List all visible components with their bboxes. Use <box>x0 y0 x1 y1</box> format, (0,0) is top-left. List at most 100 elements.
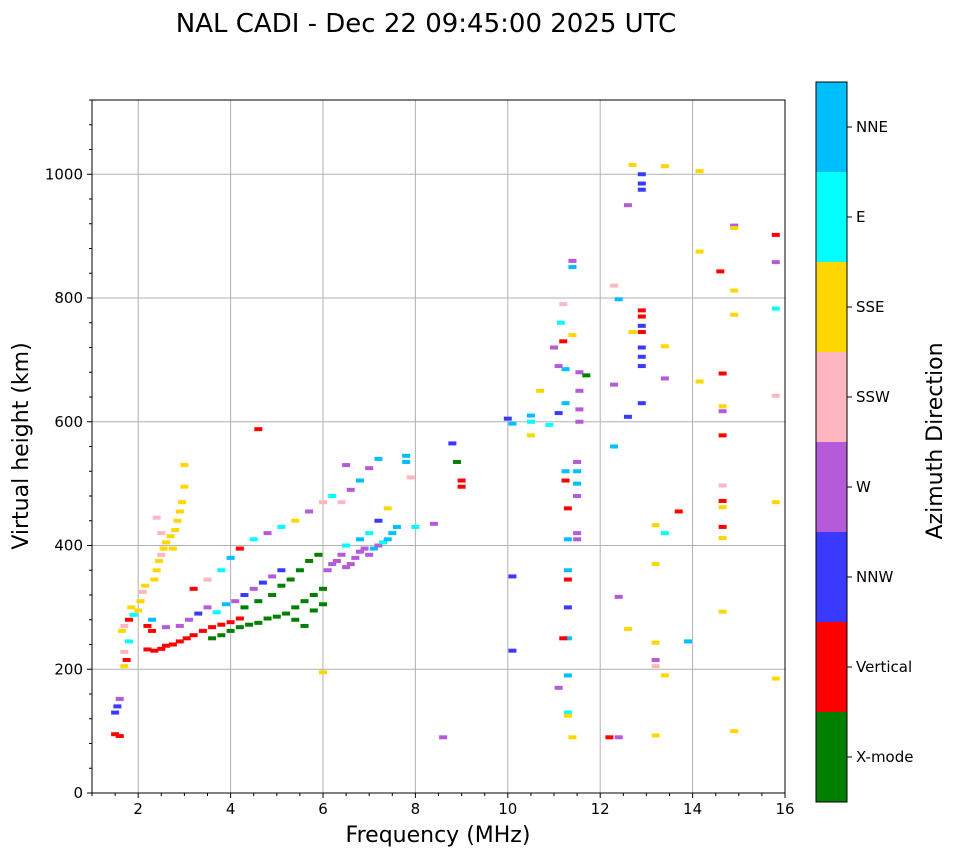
echo-point-vertical <box>605 735 614 740</box>
echo-point-sse <box>150 577 159 582</box>
echo-point-sse <box>651 733 660 738</box>
x-axis-label: Frequency (MHz) <box>346 823 531 848</box>
echo-point-w <box>575 388 584 393</box>
colorbar-segment <box>816 172 847 262</box>
echo-point-nne <box>563 537 572 542</box>
echo-point-sse <box>319 670 327 675</box>
echo-point-w <box>573 531 582 536</box>
echo-point-nnw <box>554 411 563 416</box>
echo-point-w <box>175 623 184 628</box>
echo-point-vertical <box>189 586 198 591</box>
echo-point-e <box>249 537 258 542</box>
echo-point-sse <box>651 523 660 528</box>
data-points <box>111 162 780 740</box>
colorbar-segment <box>816 712 847 802</box>
echo-point-sse <box>718 404 727 409</box>
echo-point-sse <box>651 562 660 567</box>
echo-point-w <box>305 509 314 514</box>
echo-point-x-mode <box>300 599 309 604</box>
echo-point-nnw <box>623 414 632 419</box>
colorbar-segment <box>816 352 847 442</box>
echo-point-sse <box>771 500 780 505</box>
y-tick-label: 1000 <box>45 165 83 183</box>
echo-point-sse <box>660 673 669 678</box>
echo-point-nnw <box>240 593 249 597</box>
colorbar-frame <box>815 81 848 803</box>
echo-point-x-mode <box>314 552 323 557</box>
echo-point-ssw <box>406 475 415 480</box>
echo-point-sse <box>730 288 739 293</box>
colorbar-title: Azimuth Direction <box>923 342 948 539</box>
echo-point-x-mode <box>277 583 286 588</box>
echo-point-sse <box>536 388 545 393</box>
colorbar-segment <box>816 442 847 532</box>
echo-point-w <box>651 657 660 662</box>
echo-point-nne <box>383 537 392 542</box>
echo-point-x-mode <box>452 459 461 464</box>
colorbar-label: W <box>856 478 871 496</box>
colorbar-label: Vertical <box>856 658 912 676</box>
echo-point-w <box>332 558 341 563</box>
echo-point-sse <box>166 534 175 539</box>
echo-point-x-mode <box>217 633 226 638</box>
echo-point-vertical <box>226 620 235 625</box>
echo-point-w <box>374 543 383 548</box>
grid <box>92 100 786 794</box>
echo-point-nnw <box>637 187 646 192</box>
echo-point-e <box>342 543 351 548</box>
echo-point-sse <box>118 628 127 633</box>
echo-point-sse <box>173 518 182 523</box>
echo-point-vertical <box>217 622 226 627</box>
echo-point-vertical <box>718 498 727 503</box>
colorbar: X-mode Vertical NNW W SSW SSE E NNE <box>815 81 913 803</box>
echo-point-x-mode <box>235 625 244 630</box>
echo-point-vertical <box>148 628 157 633</box>
x-tick-label: 10 <box>498 800 517 818</box>
echo-point-nne <box>402 459 411 464</box>
echo-point-sse <box>695 379 704 384</box>
y-tick-label: 400 <box>54 537 83 555</box>
echo-point-vertical <box>208 625 217 630</box>
echo-point-sse <box>127 605 136 610</box>
x-tick-label: 14 <box>683 800 702 818</box>
echo-point-e <box>217 568 226 573</box>
echo-point-nne <box>526 413 535 418</box>
echo-point-x-mode <box>582 373 591 378</box>
echo-point-w <box>328 562 337 567</box>
echo-point-nne <box>563 636 572 641</box>
echo-point-w <box>346 487 355 492</box>
echo-point-x-mode <box>226 628 235 633</box>
echo-point-ssw <box>138 589 147 594</box>
colorbar-label: NNW <box>856 568 893 586</box>
colorbar-segment <box>816 262 847 352</box>
echo-point-nne <box>614 297 623 302</box>
echo-point-nne <box>221 602 230 607</box>
echo-point-ssw <box>157 552 166 557</box>
plot-area <box>92 100 785 793</box>
colorbar-label: SSE <box>856 298 885 316</box>
echo-point-w <box>554 685 563 690</box>
echo-point-sse <box>771 676 780 681</box>
echo-point-sse <box>180 463 189 468</box>
echo-point-sse <box>563 713 572 718</box>
echo-point-nne <box>226 555 235 560</box>
echo-point-nnw <box>508 648 517 653</box>
echo-point-vertical <box>254 427 263 432</box>
echo-point-vertical <box>182 636 191 641</box>
echo-point-w <box>323 568 332 573</box>
echo-point-x-mode <box>309 593 318 597</box>
echo-point-w <box>623 203 632 208</box>
echo-point-w <box>342 463 351 468</box>
echo-point-vertical <box>111 732 120 737</box>
echo-point-w <box>429 521 438 526</box>
echo-point-vertical <box>674 509 683 514</box>
echo-point-sse <box>291 518 300 523</box>
echo-point-vertical <box>122 657 131 662</box>
echo-point-nnw <box>111 710 120 715</box>
echo-point-nne <box>563 673 572 678</box>
echo-point-sse <box>718 536 727 541</box>
echo-point-nne <box>561 367 570 372</box>
echo-point-e <box>526 419 535 424</box>
echo-point-sse <box>730 312 739 317</box>
echo-point-nne <box>392 524 401 529</box>
